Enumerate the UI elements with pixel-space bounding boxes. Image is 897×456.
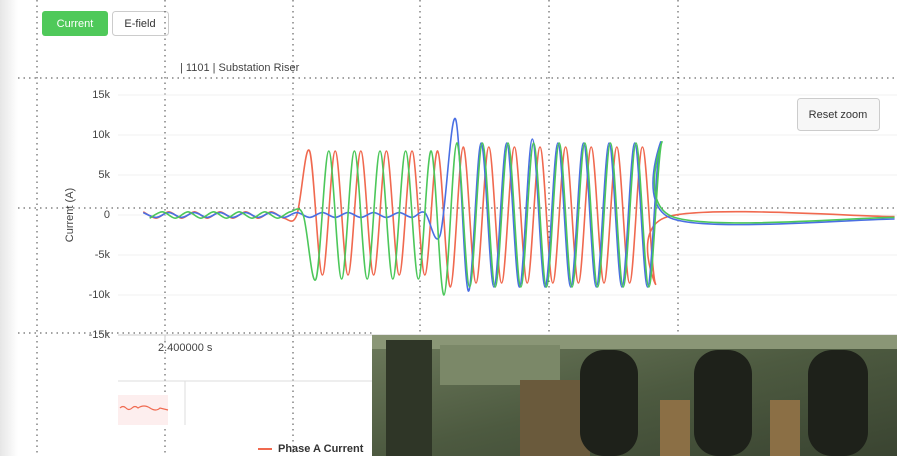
efield-button-label[interactable]: E-field: [124, 18, 155, 30]
y-tick-label: -5k: [95, 249, 111, 261]
y-tick-label: 15k: [92, 89, 110, 101]
reset-zoom-label[interactable]: Reset zoom: [809, 109, 868, 121]
series-line: [142, 118, 895, 292]
legend: Phase A Current: [258, 443, 364, 455]
y-tick-label: -15k: [89, 329, 111, 341]
y-tick-label: 5k: [98, 169, 110, 181]
legend-label: Phase A Current: [278, 443, 364, 455]
navigator-area: [118, 395, 168, 425]
photo-overlay: [372, 335, 897, 456]
chart-subtitle: | 1101 | Substation Riser: [180, 62, 300, 74]
current-button[interactable]: [42, 11, 108, 36]
y-tick-label: 10k: [92, 129, 110, 141]
y-tick-label: -10k: [89, 289, 111, 301]
navigator-line: [119, 405, 169, 411]
x-tick-label: 2.400000 s: [158, 342, 213, 354]
plot-area: 15k 10k 5k 0 -5k -10k -15k 2.400000 s: [89, 89, 897, 354]
current-button-label[interactable]: Current: [57, 18, 94, 30]
y-axis-title: Current (A): [64, 188, 76, 242]
efield-button[interactable]: [112, 11, 169, 36]
left-edge: [0, 0, 18, 456]
reset-zoom-button[interactable]: [797, 98, 880, 131]
series-line: [149, 140, 895, 296]
y-tick-label: 0: [104, 209, 110, 221]
